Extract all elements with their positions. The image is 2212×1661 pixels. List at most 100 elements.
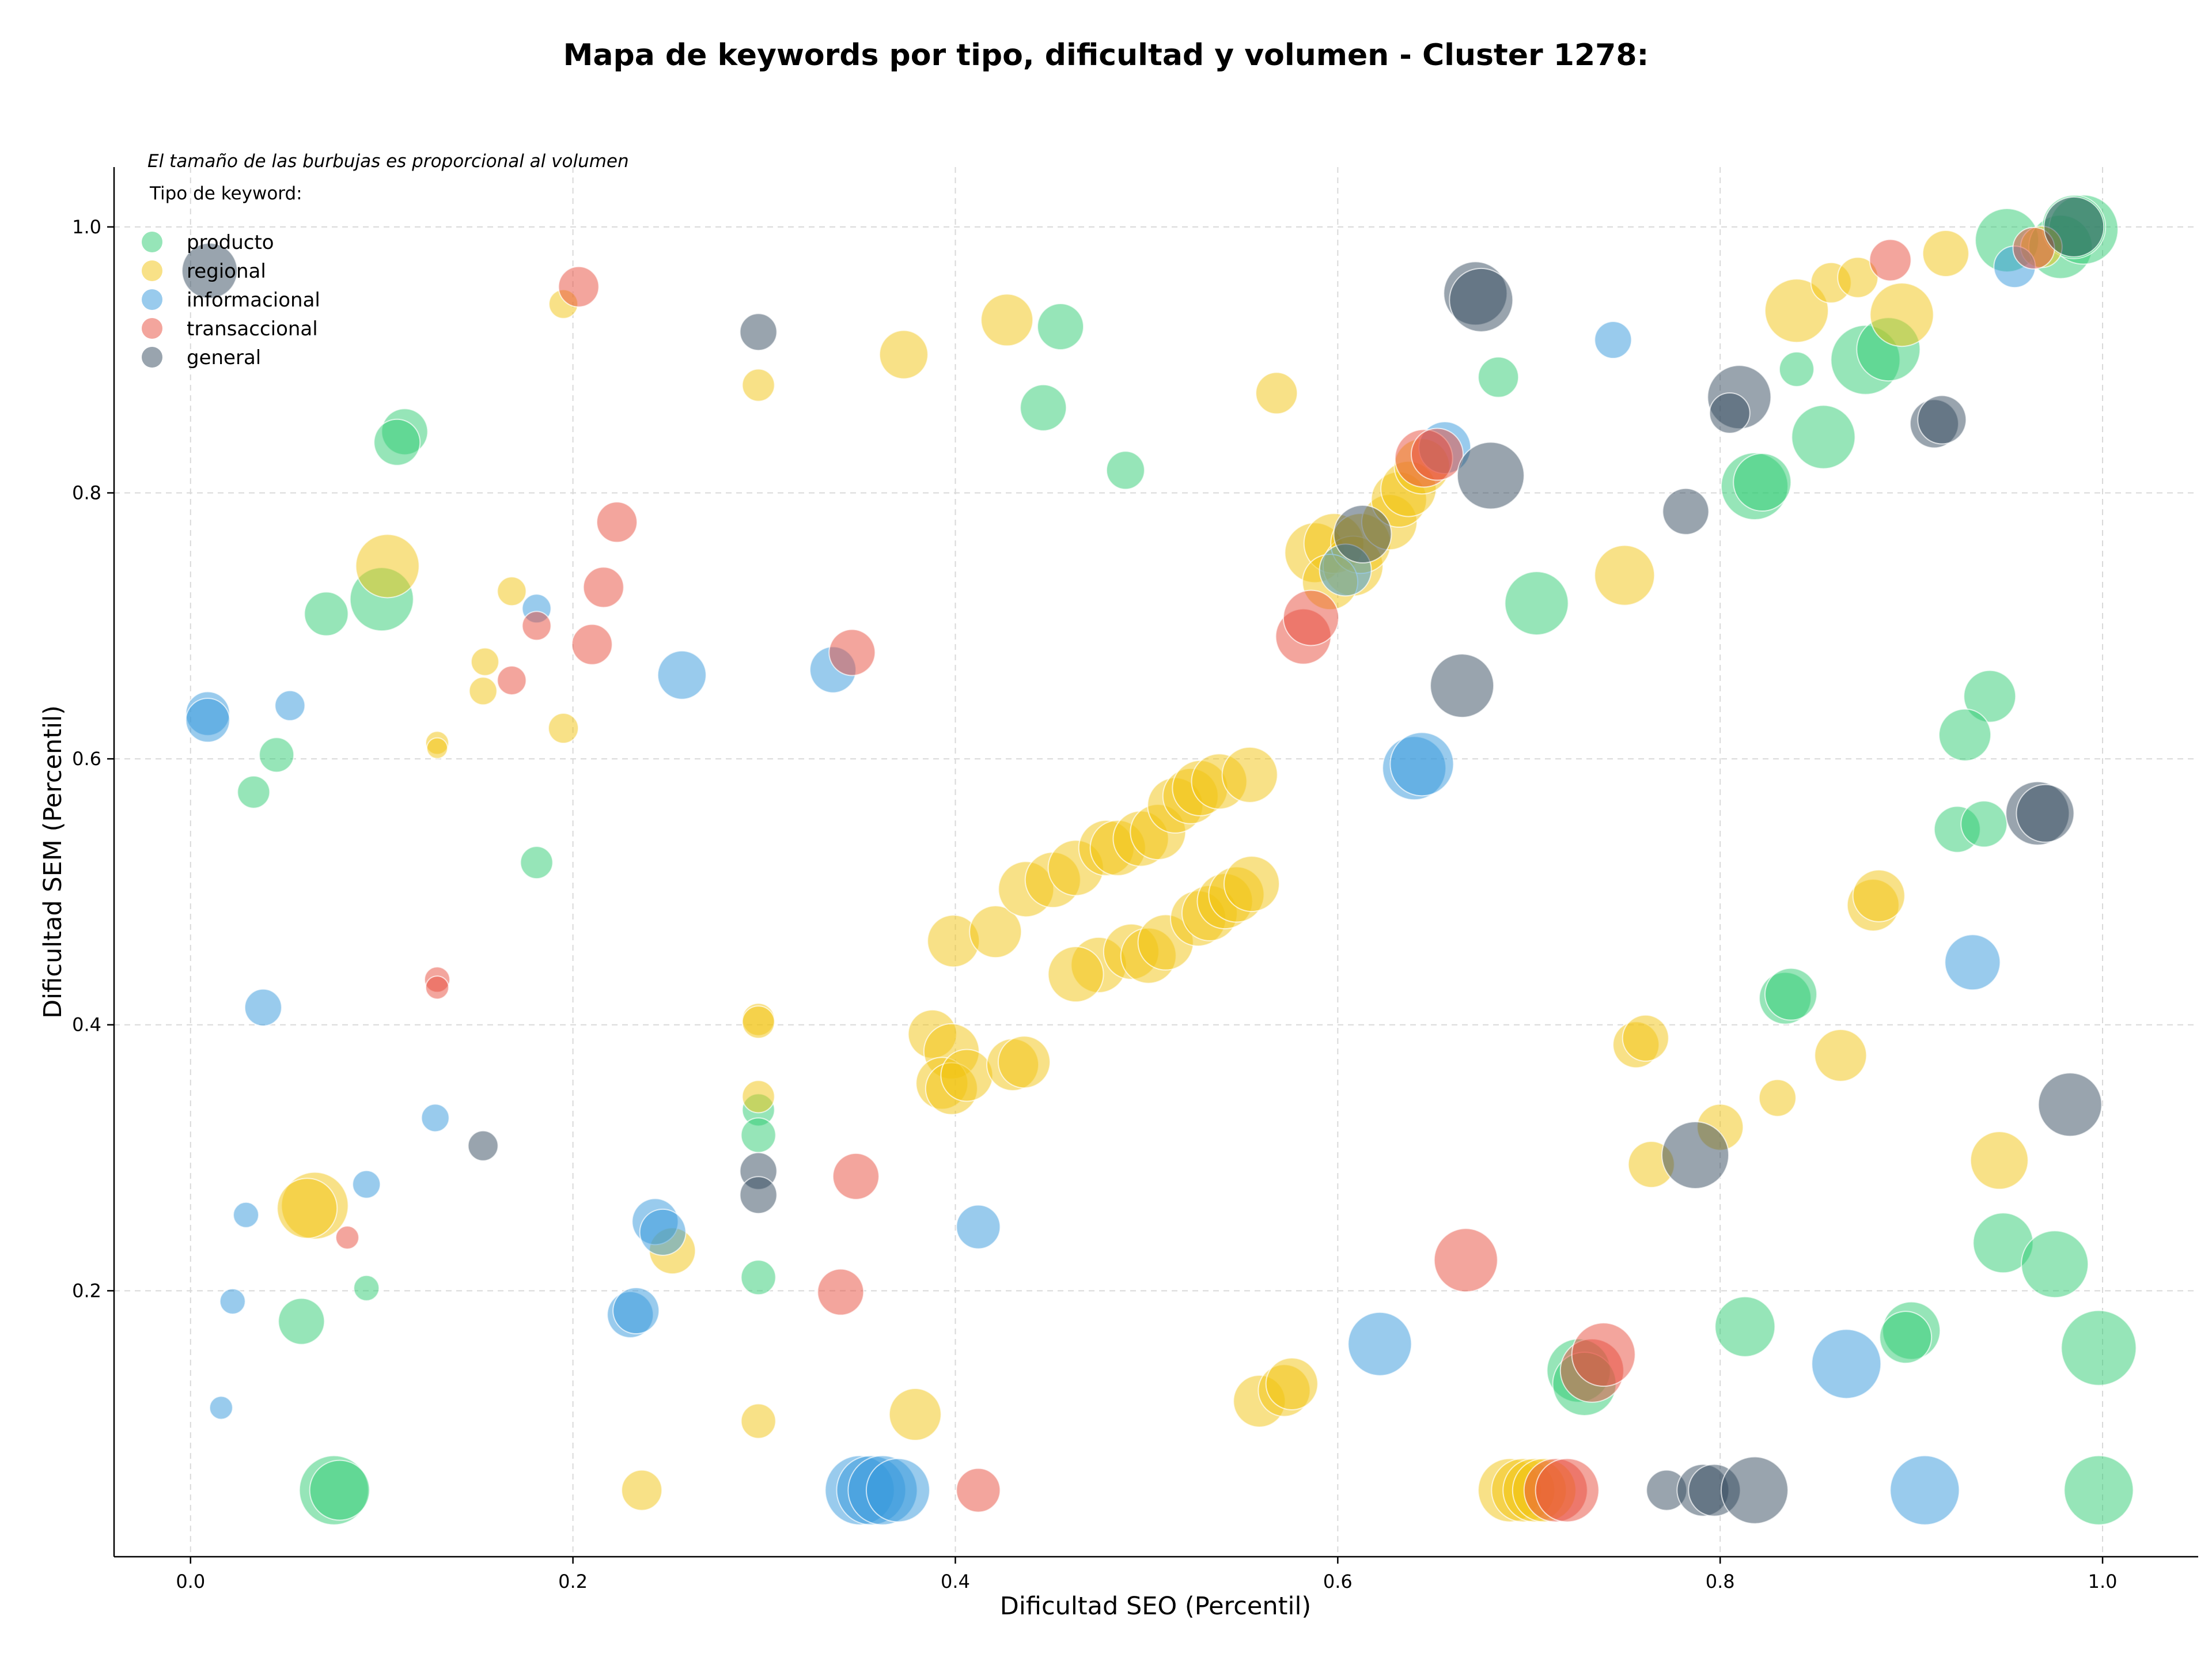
bubble-transaccional: [582, 566, 624, 608]
bubble-general: [467, 1130, 499, 1161]
y-tick-label: 0.6: [72, 748, 101, 770]
bubble-informacional: [352, 1170, 381, 1199]
bubble-regional: [426, 737, 448, 759]
bubble-regional: [980, 293, 1034, 347]
bubble-producto: [309, 1459, 370, 1521]
bubble-regional: [1814, 1028, 1868, 1082]
bubble-general: [1917, 395, 1967, 445]
bubble-regional: [1223, 856, 1280, 913]
bubble-producto: [1733, 453, 1792, 512]
bubble-regional: [1869, 282, 1934, 347]
bubble-transaccional: [521, 611, 552, 641]
x-tick-label: 0.0: [176, 1571, 205, 1592]
bubble-informacional: [1389, 732, 1455, 797]
legend-label-general: general: [187, 346, 261, 369]
y-tick-label: 0.2: [72, 1280, 101, 1301]
grid: [114, 167, 2198, 1557]
bubble-producto: [304, 591, 349, 637]
bubble-transaccional: [1571, 1322, 1636, 1387]
bubble-regional: [470, 647, 499, 676]
bubble-producto: [1504, 571, 1569, 636]
y-tick-label: 1.0: [72, 216, 101, 238]
bubble-regional: [741, 1005, 775, 1039]
y-tick-label: 0.4: [72, 1014, 101, 1036]
bubble-informacional: [612, 1287, 660, 1334]
bubble-regional: [741, 1080, 775, 1114]
bubble-producto: [1938, 708, 1992, 762]
bubble-regional: [1265, 1357, 1319, 1410]
bubble-regional: [355, 534, 420, 599]
bubble-regional: [1221, 746, 1278, 803]
bubble-regional: [497, 576, 527, 607]
legend-marker-general: [142, 347, 162, 368]
bubble-producto: [2021, 1230, 2089, 1299]
bubble-transaccional: [335, 1225, 359, 1250]
bubble-producto: [1714, 1296, 1776, 1357]
bubble-producto: [740, 1259, 777, 1296]
bubble-general: [2037, 1072, 2103, 1137]
y-tick-label: 0.8: [72, 482, 101, 504]
legend-title: Tipo de keyword:: [149, 183, 302, 204]
bubble-producto: [1105, 451, 1145, 490]
y-axis-label: Dificultad SEM (Percentil): [39, 705, 67, 1019]
bubble-producto: [237, 775, 271, 809]
bubble-regional: [276, 1178, 338, 1239]
bubble-producto: [1960, 800, 2008, 848]
bubble-producto: [353, 1274, 380, 1301]
bubble-regional: [878, 330, 929, 380]
bubble-regional: [888, 1388, 942, 1441]
bubble-producto: [520, 846, 554, 880]
bubble-producto: [373, 418, 421, 466]
bubble-general: [1720, 1456, 1789, 1524]
bubble-regional: [740, 1403, 777, 1439]
bubble-producto: [1764, 967, 1817, 1021]
bubble-general: [1430, 653, 1495, 718]
bubble-general: [739, 313, 778, 351]
bubble-informacional: [1594, 321, 1633, 360]
bubble-general: [1333, 505, 1392, 564]
bubble-transaccional: [1433, 1228, 1498, 1293]
bubble-producto: [1778, 351, 1815, 387]
bubble-regional: [1047, 946, 1104, 1003]
bubble-informacional: [865, 1458, 930, 1523]
bubble-general: [181, 243, 238, 300]
bubble-transaccional: [425, 975, 449, 1000]
bubble-producto: [1020, 384, 1067, 432]
bubble-producto: [1791, 404, 1856, 470]
bubble-producto: [740, 1117, 777, 1153]
bubble-regional: [940, 1049, 994, 1102]
bubble-informacional: [185, 698, 230, 743]
legend-label-producto: producto: [187, 231, 274, 254]
bubble-regional: [1852, 869, 1906, 922]
bubble-transaccional: [558, 266, 600, 308]
bubble-regional: [621, 1469, 663, 1511]
legend-marker-informacional: [142, 289, 162, 310]
bubble-informacional: [219, 1288, 246, 1315]
x-tick-label: 0.4: [941, 1571, 970, 1592]
bubble-informacional: [1811, 1329, 1882, 1399]
chart-title: Mapa de keywords por tipo, dificultad y …: [563, 38, 1649, 73]
legend-label-regional: regional: [187, 260, 266, 283]
bubble-informacional: [244, 988, 282, 1027]
legend-label-informacional: informacional: [187, 289, 320, 312]
bubble-regional: [969, 905, 1022, 959]
legend-label-transaccional: transaccional: [187, 317, 318, 340]
bubble-general: [1456, 441, 1525, 510]
bubble-transaccional: [1282, 589, 1339, 646]
bubble-regional: [1758, 1079, 1797, 1117]
bubble-transaccional: [497, 665, 527, 695]
axes: [113, 167, 2198, 1558]
legend-marker-transaccional: [142, 318, 162, 339]
bubble-producto: [278, 1297, 325, 1345]
legend-marker-producto: [142, 232, 162, 252]
x-tick-label: 1.0: [2088, 1571, 2118, 1592]
x-tick-label: 0.2: [558, 1571, 588, 1592]
bubble-transaccional: [1535, 1458, 1600, 1523]
bubble-regional: [1622, 1014, 1669, 1062]
bubble-informacional: [274, 690, 306, 721]
bubble-transaccional: [571, 623, 613, 665]
bubble-producto: [1963, 669, 2017, 723]
bubble-informacional: [657, 650, 707, 700]
bubble-regional: [1764, 278, 1829, 343]
bubble-producto: [259, 737, 295, 773]
